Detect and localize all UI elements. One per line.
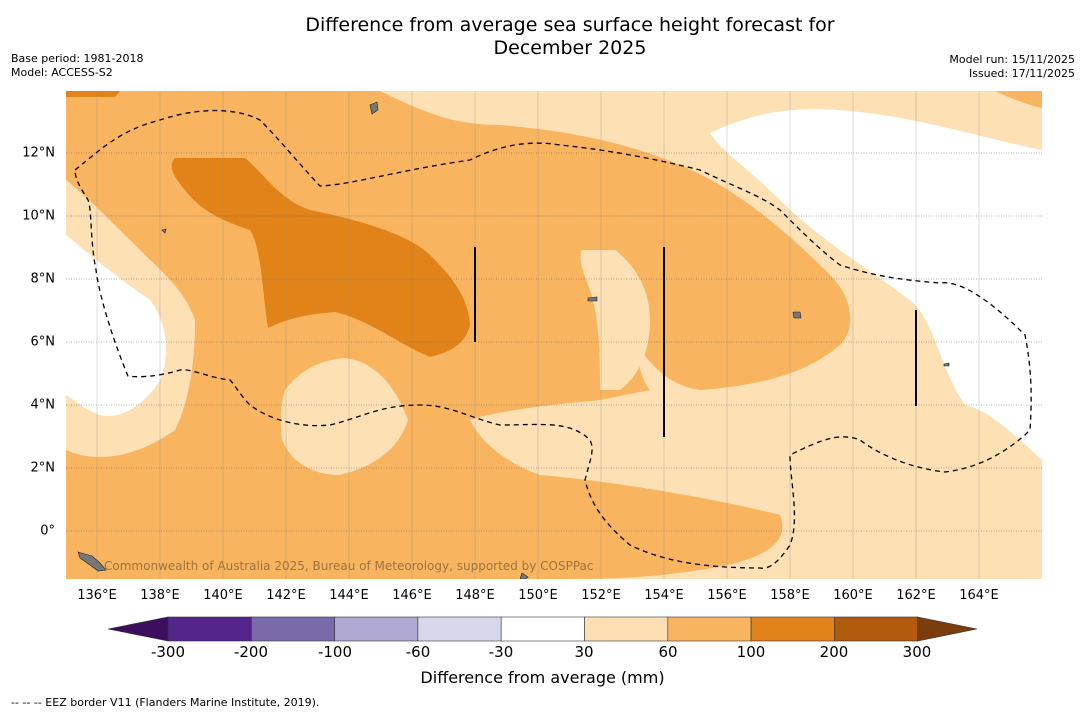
island-far-east (943, 362, 950, 367)
colorbar-tick-200: 200 (819, 643, 849, 661)
colorbar-seg-9 (834, 616, 919, 642)
colorbar-seg-5 (500, 616, 585, 642)
map-title: Difference from average sea surface heig… (220, 14, 920, 60)
lon-label-136e: 136°E (77, 588, 117, 603)
lon-label-142e: 142°E (266, 588, 306, 603)
lon-label-158e: 158°E (770, 588, 810, 603)
colorbar-seg-2 (251, 616, 335, 642)
lat-label-6n: 6°N (30, 334, 56, 350)
lon-label-138e: 138°E (140, 588, 180, 603)
colorbar-seg-4 (417, 616, 502, 642)
lon-label-154e: 154°E (644, 588, 684, 603)
island-south (519, 572, 529, 579)
band-100-200-main (171, 158, 470, 357)
colorbar-tick-neg100: -100 (317, 643, 353, 661)
colorbar-seg-8 (750, 616, 835, 642)
lon-label-144e: 144°E (329, 588, 369, 603)
colorbar (107, 616, 978, 642)
island-east (792, 311, 802, 319)
map-fields (66, 91, 1042, 579)
band-60-100-corner (995, 91, 1042, 108)
colorbar-seg-3 (334, 616, 419, 642)
lat-label-10n: 10°N (22, 208, 55, 224)
colorbar-seg-1 (167, 616, 252, 642)
island-north (369, 101, 379, 115)
band-100-200-corner (66, 91, 120, 97)
latitude-gridlines (66, 152, 1042, 532)
lat-label-2n: 2°N (30, 460, 56, 476)
island-west (77, 551, 107, 572)
model-run: Model run: 15/11/2025 (949, 53, 1075, 66)
meta-left: Base period: 1981-2018 Model: ACCESS-S2 (11, 52, 143, 80)
lat-label-4n: 4°N (30, 397, 56, 413)
lat-label-8n: 8°N (30, 271, 56, 287)
land-masses (77, 101, 950, 579)
longitude-gridlines (96, 91, 980, 579)
colorbar-tick-neg30: -30 (488, 643, 514, 661)
title-line-2: December 2025 (493, 37, 647, 59)
issued-date: Issued: 17/11/2025 (968, 67, 1075, 80)
attribution: Commonwealth of Australia 2025, Bureau o… (104, 559, 594, 573)
colorbar-tick-neg60: -60 (405, 643, 431, 661)
lat-label-0: 0° (40, 523, 55, 539)
colorbar-tick-neg200: -200 (233, 643, 269, 661)
island-central (587, 296, 598, 302)
lon-label-156e: 156°E (707, 588, 747, 603)
lon-label-162e: 162°E (896, 588, 936, 603)
meta-right: Model run: 15/11/2025 Issued: 17/11/2025 (949, 53, 1075, 81)
lon-label-140e: 140°E (203, 588, 243, 603)
band-below-30-east (710, 109, 1042, 460)
band-30-60-inner-east (580, 250, 650, 390)
colorbar-title: Difference from average (mm) (420, 668, 665, 687)
lon-label-152e: 152°E (581, 588, 621, 603)
lon-label-160e: 160°E (833, 588, 873, 603)
lon-label-146e: 146°E (392, 588, 432, 603)
eez-footnote: -- -- -- EEZ border V11 (Flanders Marine… (11, 696, 320, 709)
eez-border (74, 109, 1032, 569)
lon-label-150e: 150°E (518, 588, 558, 603)
band-30-60-south (280, 358, 408, 475)
colorbar-extend-low (107, 616, 169, 642)
colorbar-tick-60: 60 (658, 643, 678, 661)
colorbar-seg-7 (667, 616, 752, 642)
lon-label-148e: 148°E (455, 588, 495, 603)
model-name: Model: ACCESS-S2 (11, 66, 113, 79)
colorbar-tick-300: 300 (902, 643, 932, 661)
base-period: Base period: 1981-2018 (11, 52, 144, 65)
colorbar-seg-6 (584, 616, 669, 642)
lon-label-164e: 164°E (959, 588, 999, 603)
colorbar-tick-30: 30 (574, 643, 594, 661)
band-below-30-west (66, 235, 167, 416)
lat-label-12n: 12°N (22, 145, 55, 161)
title-line-1: Difference from average sea surface heig… (305, 14, 835, 36)
colorbar-extend-high (917, 616, 978, 642)
colorbar-tick-100: 100 (736, 643, 766, 661)
colorbar-tick-neg300: -300 (150, 643, 186, 661)
island-small (161, 228, 167, 234)
